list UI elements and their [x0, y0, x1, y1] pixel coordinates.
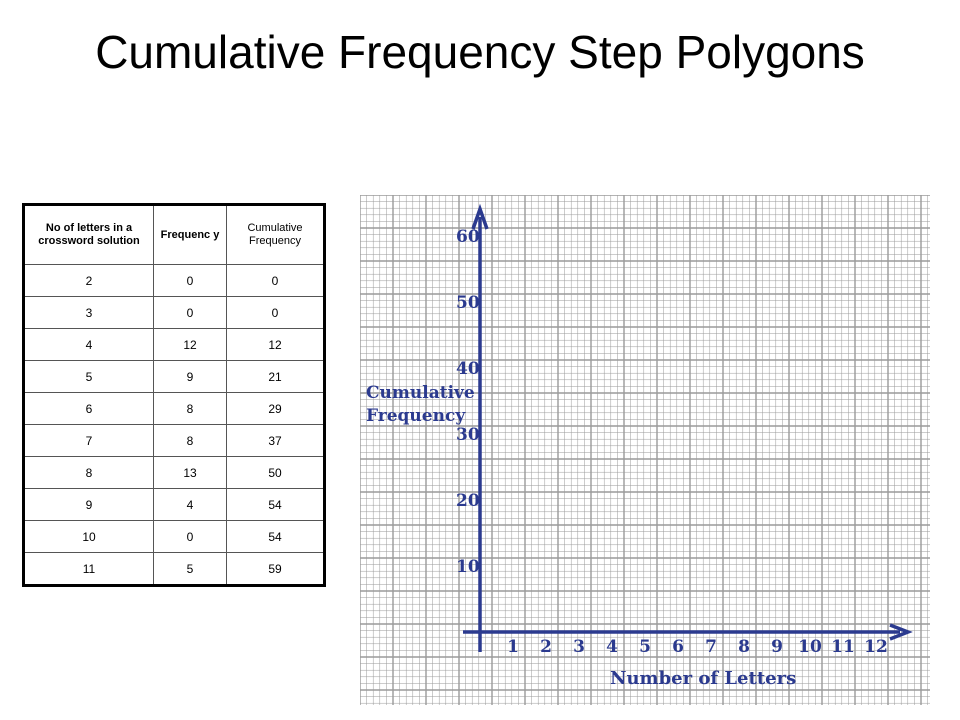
- x-tick-label: 7: [705, 637, 717, 657]
- x-tick-label: 1: [507, 637, 519, 657]
- cell-frequency: 0: [153, 264, 227, 297]
- table-row: 8 13 50: [23, 456, 325, 489]
- y-tick-label: 30: [456, 425, 480, 445]
- x-tick-label: 9: [771, 637, 783, 657]
- cell-frequency: 5: [153, 552, 227, 586]
- cell-letters: 9: [23, 488, 154, 521]
- y-tick-label: 60: [456, 227, 480, 247]
- cell-letters: 7: [23, 424, 154, 457]
- table-row: 5 9 21: [23, 360, 325, 393]
- table-header-row: No of letters in a crossword solution Fr…: [23, 204, 325, 265]
- cell-cumulative: 50: [226, 456, 325, 489]
- cell-cumulative: 21: [226, 360, 325, 393]
- header-frequency: Frequenc y: [153, 204, 227, 265]
- header-cumulative-frequency: Cumulative Frequency: [226, 204, 325, 265]
- table-row: 9 4 54: [23, 488, 325, 521]
- cell-frequency: 4: [153, 488, 227, 521]
- graph-axes: [463, 203, 913, 652]
- x-tick-label: 12: [864, 637, 888, 657]
- table-row: 11 5 59: [23, 552, 325, 586]
- cell-cumulative: 54: [226, 520, 325, 553]
- x-tick-label: 4: [606, 637, 618, 657]
- cell-frequency: 8: [153, 424, 227, 457]
- y-tick-label: 40: [456, 359, 480, 379]
- cell-letters: 11: [23, 552, 154, 586]
- x-axis-label: Number of Letters: [610, 668, 796, 689]
- x-tick-label: 2: [540, 637, 552, 657]
- cell-frequency: 0: [153, 520, 227, 553]
- table-row: 6 8 29: [23, 392, 325, 425]
- x-tick-label: 8: [738, 637, 750, 657]
- x-axis-arrow-icon: [889, 623, 913, 641]
- cell-letters: 3: [23, 296, 154, 329]
- cell-letters: 2: [23, 264, 154, 297]
- y-tick-label: 10: [456, 557, 480, 577]
- slide-title: Cumulative Frequency Step Polygons: [0, 24, 960, 80]
- cell-letters: 6: [23, 392, 154, 425]
- graph-paper: [360, 195, 930, 705]
- cell-frequency: 0: [153, 296, 227, 329]
- y-tick-label: 20: [456, 491, 480, 511]
- cell-frequency: 12: [153, 328, 227, 361]
- y-axis-arrow-icon: [471, 203, 489, 230]
- x-tick-label: 11: [831, 637, 855, 657]
- cell-frequency: 9: [153, 360, 227, 393]
- x-tick-label: 6: [672, 637, 684, 657]
- cell-cumulative: 59: [226, 552, 325, 586]
- y-axis-label-line1: Cumulative: [366, 383, 475, 403]
- x-tick-label: 5: [639, 637, 651, 657]
- cell-cumulative: 0: [226, 264, 325, 297]
- cell-cumulative: 0: [226, 296, 325, 329]
- table-row: 10 0 54: [23, 520, 325, 553]
- x-tick-label: 10: [798, 637, 822, 657]
- y-axis-label-line2: Frequency: [366, 406, 466, 426]
- cell-letters: 10: [23, 520, 154, 553]
- slide-title-text: Cumulative Frequency Step Polygons: [95, 26, 865, 78]
- frequency-table: No of letters in a crossword solution Fr…: [22, 203, 326, 587]
- header-letters: No of letters in a crossword solution: [23, 204, 154, 265]
- cell-cumulative: 29: [226, 392, 325, 425]
- cell-cumulative: 54: [226, 488, 325, 521]
- graph-paper-grid: [360, 195, 930, 705]
- x-tick-label: 3: [573, 637, 585, 657]
- cell-cumulative: 12: [226, 328, 325, 361]
- cell-frequency: 8: [153, 392, 227, 425]
- table-row: 4 12 12: [23, 328, 325, 361]
- cell-letters: 4: [23, 328, 154, 361]
- cell-cumulative: 37: [226, 424, 325, 457]
- cell-letters: 8: [23, 456, 154, 489]
- cell-letters: 5: [23, 360, 154, 393]
- y-tick-label: 50: [456, 293, 480, 313]
- table-row: 7 8 37: [23, 424, 325, 457]
- cell-frequency: 13: [153, 456, 227, 489]
